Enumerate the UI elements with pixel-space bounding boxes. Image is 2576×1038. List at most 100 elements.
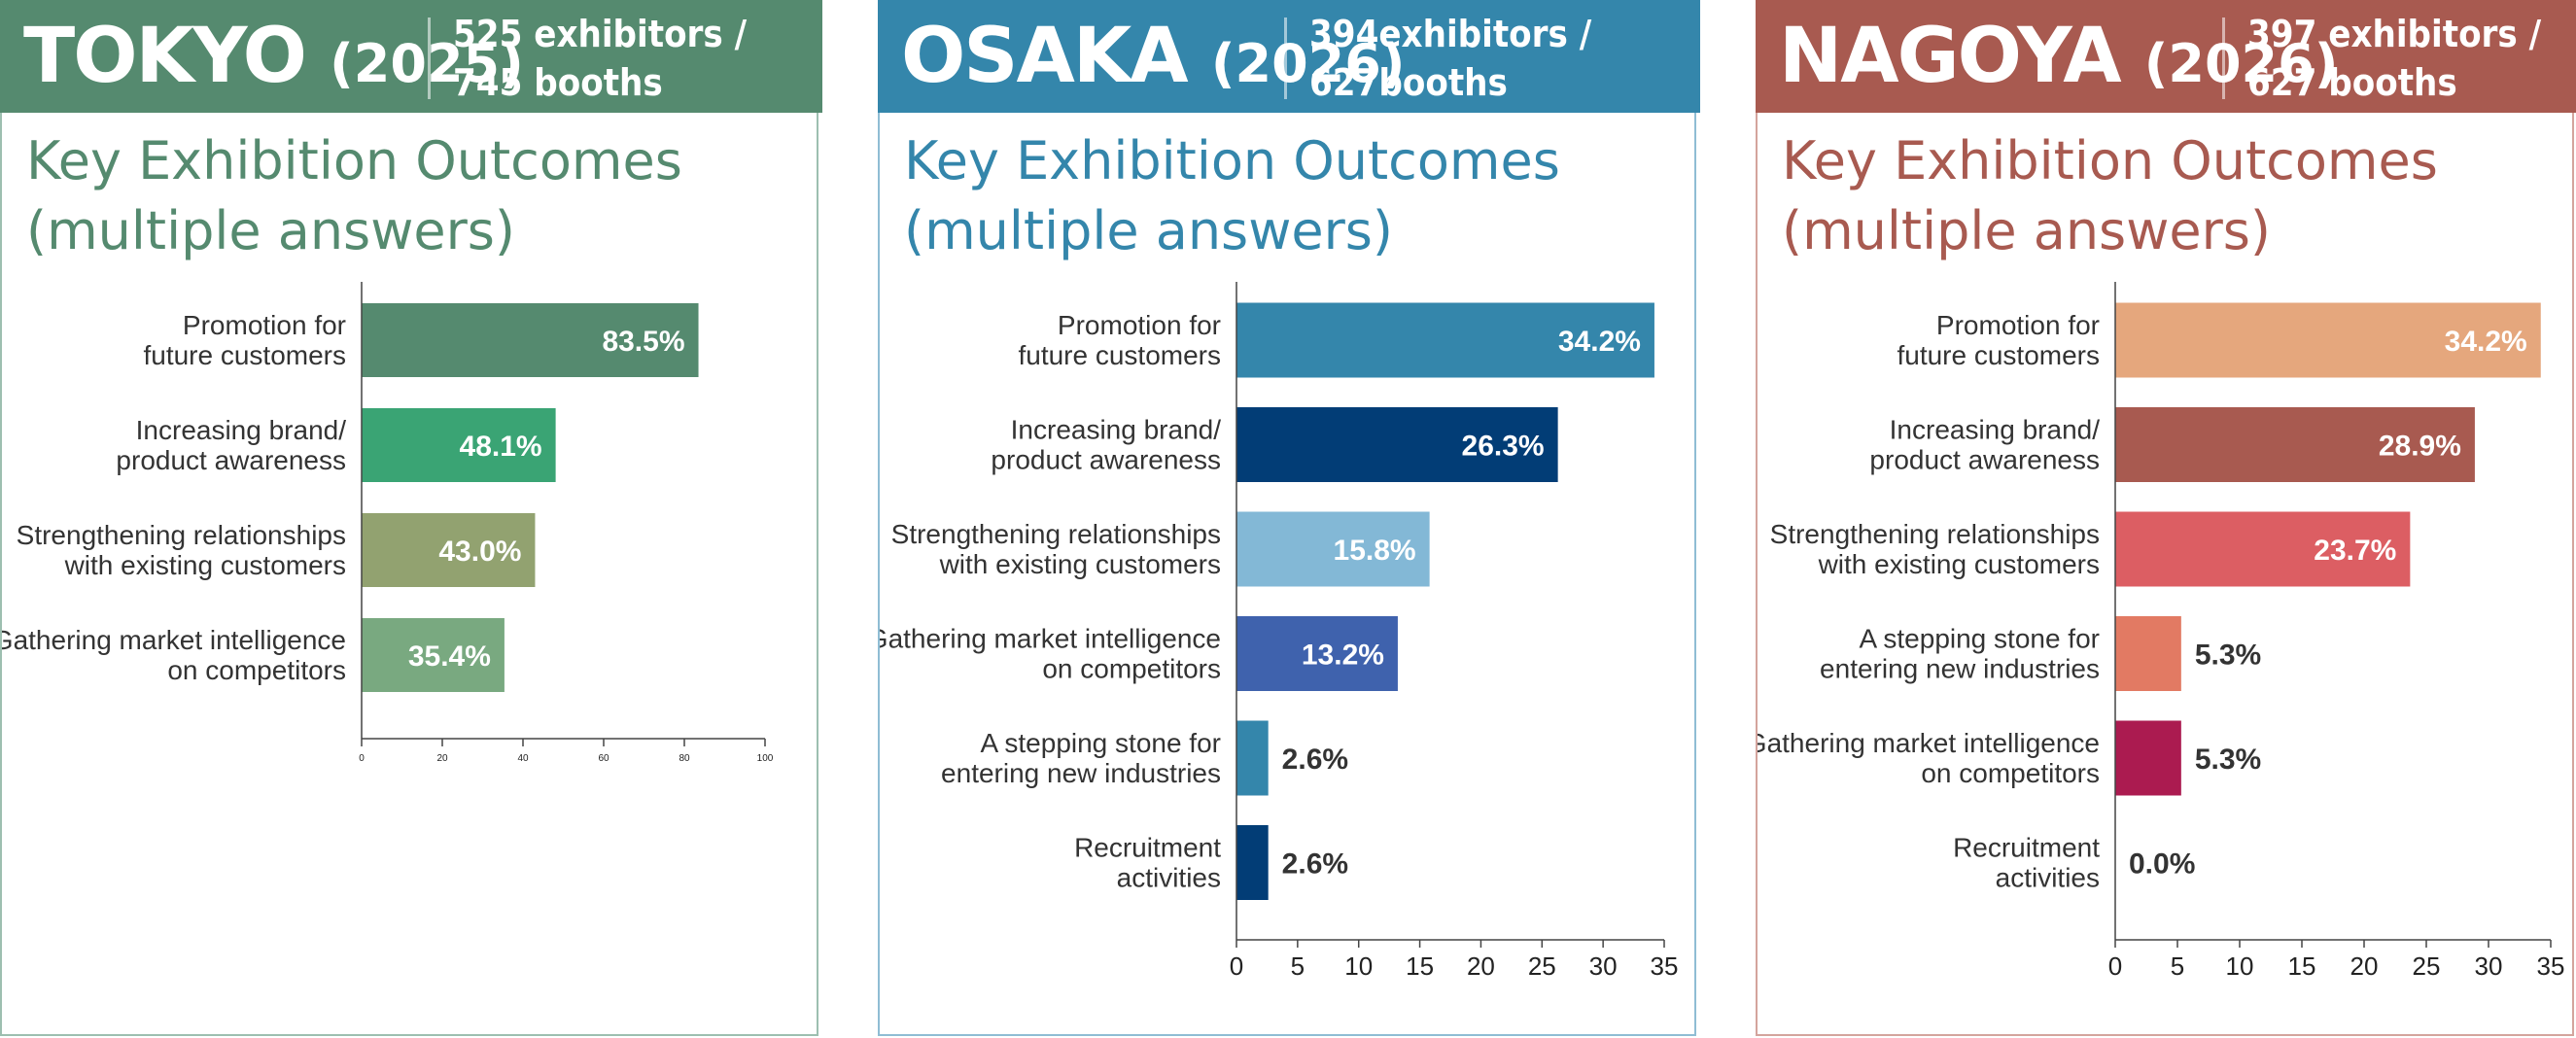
subtitle-line-2: (multiple answers) [904, 200, 1393, 261]
city-title: OSAKA (2026) [901, 10, 1405, 111]
category-label-line: Gathering market intelligence [2, 625, 346, 655]
city-name: TOKYO [23, 13, 307, 100]
category-label-line: with existing customers [939, 549, 1221, 579]
exhibitor-count: 397 exhibitors / [2247, 13, 2542, 55]
x-tick-label: 15 [2288, 952, 2316, 981]
category-label-line: Strengthening relationships [17, 520, 346, 550]
x-tick-label: 25 [2413, 952, 2441, 981]
value-label: 13.2% [1302, 640, 1384, 672]
x-tick-label: 40 [517, 753, 529, 764]
category-label-line: activities [1996, 863, 2100, 893]
chart-subtitle: Key Exhibition Outcomes (multiple answer… [904, 126, 1560, 266]
x-tick-label: 5 [2171, 952, 2184, 981]
value-label: 34.2% [1558, 326, 1641, 358]
value-label: 5.3% [2195, 640, 2261, 672]
city-name: NAGOYA [1779, 13, 2122, 100]
x-tick-label: 30 [1589, 952, 1618, 981]
panel-header: TOKYO (2025) 525 exhibitors / 745 booths [0, 0, 822, 113]
bar [2115, 511, 2411, 587]
bar [1236, 407, 1558, 482]
bar [362, 618, 505, 692]
subtitle-line-1: Key Exhibition Outcomes [26, 130, 682, 191]
category-label: Gathering market intelligence on competit… [1758, 728, 2100, 788]
category-label-line: Increasing brand/ [1011, 415, 1222, 445]
x-tick-label: 100 [757, 753, 774, 764]
bar [1236, 511, 1430, 587]
category-label-line: with existing customers [1818, 549, 2100, 579]
category-label: Increasing brand/product awareness [116, 415, 346, 475]
bar [2115, 720, 2181, 796]
category-label: Increasing brand/product awareness [1869, 415, 2100, 475]
category-label: Recruitment activities [1953, 833, 2100, 893]
panel-header: OSAKA (2026) 394exhibitors / 627booths [878, 0, 1700, 113]
osaka-panel: OSAKA (2026) 394exhibitors / 627booths K… [878, 0, 1700, 1036]
category-label-line: future customers [1897, 340, 2100, 370]
value-label: 35.4% [408, 640, 491, 673]
tokyo-panel: TOKYO (2025) 525 exhibitors / 745 booths… [0, 0, 822, 1036]
x-tick-label: 25 [1528, 952, 1556, 981]
category-label-line: A stepping stone for [1859, 624, 2100, 654]
category-label-line: Gathering market intelligence [1758, 728, 2100, 758]
city-title: TOKYO (2025) [23, 10, 524, 111]
header-divider [1284, 17, 1287, 99]
exhibitor-count: 394exhibitors / [1309, 13, 1592, 55]
city-year: (2026) [1210, 33, 1406, 94]
header-divider [2222, 17, 2225, 99]
category-label-line: Recruitment [1074, 833, 1221, 863]
category-label-line: activities [1117, 863, 1221, 893]
value-label: 2.6% [1282, 848, 1348, 881]
bar [362, 513, 536, 587]
nagoya-bar-chart: Promotion for future customers 34.2% Increa… [1758, 282, 2565, 981]
x-tick-label: 35 [2537, 952, 2565, 981]
bar [362, 303, 699, 377]
tokyo-bar-chart: Promotion for future customers 83.5% Increa… [2, 282, 774, 764]
x-tick-label: 0 [1230, 952, 1243, 981]
exhibitor-count: 525 exhibitors / [453, 13, 748, 55]
bar [2115, 616, 2181, 691]
category-label: Promotion for future customers [1897, 310, 2100, 370]
value-label: 5.3% [2195, 744, 2261, 776]
city-year: (2026) [2143, 33, 2339, 94]
x-tick-label: 15 [1406, 952, 1434, 981]
category-label: Increasing brand/product awareness [991, 415, 1221, 475]
x-tick-label: 60 [598, 753, 609, 764]
booth-count: 745 booths [453, 61, 663, 104]
x-tick-label: 20 [436, 753, 448, 764]
x-tick-label: 20 [1467, 952, 1495, 981]
category-label-line: product awareness [991, 445, 1221, 475]
city-year: (2025) [330, 33, 524, 94]
category-label-line: product awareness [116, 445, 346, 475]
category-label-line: Recruitment [1953, 833, 2100, 863]
category-label-line: on competitors [1921, 758, 2100, 788]
category-label-line: Strengthening relationships [891, 519, 1221, 549]
value-label: 83.5% [602, 326, 684, 358]
category-label: A stepping stone for entering new industr… [1820, 624, 2100, 684]
value-label: 28.9% [2379, 431, 2461, 463]
bar [1236, 616, 1398, 691]
x-tick-label: 10 [2226, 952, 2254, 981]
value-label: 26.3% [1462, 431, 1545, 463]
x-tick-label: 10 [1344, 952, 1373, 981]
subtitle-line-2: (multiple answers) [1782, 200, 2271, 261]
bar [362, 408, 556, 482]
city-title: NAGOYA (2026) [1779, 10, 2338, 111]
city-name: OSAKA [901, 13, 1189, 100]
x-tick-label: 30 [2475, 952, 2503, 981]
value-label: 15.8% [1334, 535, 1416, 567]
x-tick-label: 0 [359, 753, 365, 764]
category-label-line: Increasing brand/ [136, 415, 347, 445]
category-label-line: Increasing brand/ [1890, 415, 2101, 445]
category-label-line: future customers [1018, 340, 1221, 370]
exhibitor-stats: 397 exhibitors / 627 booths [2247, 10, 2541, 107]
bar [2115, 302, 2541, 378]
category-label: Recruitment activities [1074, 833, 1221, 893]
value-label: 43.0% [438, 536, 521, 568]
category-label-line: entering new industries [941, 758, 1221, 788]
category-label-line: on competitors [167, 655, 346, 685]
category-label-line: with existing customers [64, 550, 346, 580]
exhibitor-stats: 394exhibitors / 627booths [1309, 10, 1591, 107]
x-tick-label: 0 [2108, 952, 2122, 981]
value-label: 2.6% [1282, 744, 1348, 776]
bar [1236, 302, 1654, 378]
category-label-line: A stepping stone for [980, 728, 1221, 758]
